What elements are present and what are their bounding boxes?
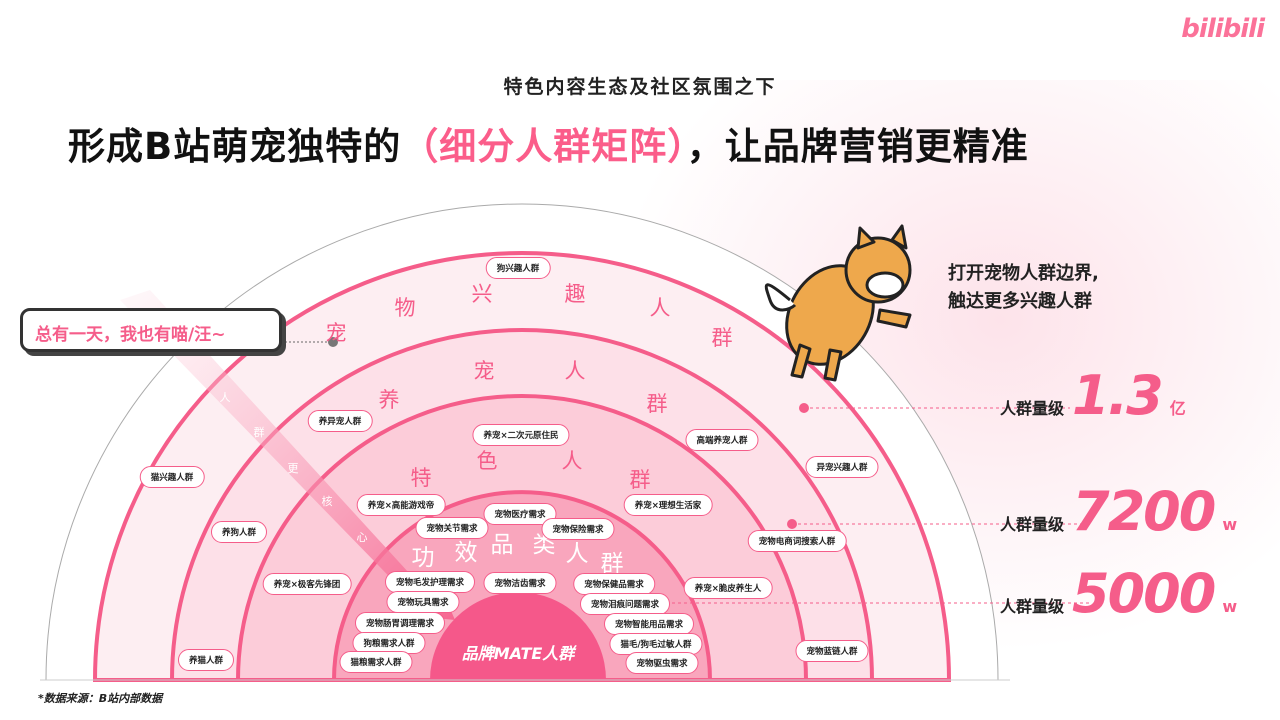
shiba-dog-illustration <box>764 224 912 382</box>
crowd-tag: 养宠×二次元原住民 <box>472 424 570 446</box>
ring-label-char: 群 <box>629 468 651 492</box>
ring-label-char: 人 <box>649 296 671 320</box>
stat-unit: w <box>1222 515 1238 534</box>
ring-label-char: 特 <box>410 466 432 490</box>
crowd-tag: 宠物洁齿需求 <box>483 572 557 594</box>
stat-2: 人群量级 7200 w <box>1000 480 1237 543</box>
caption-line: 打开宠物人群边界, <box>948 263 1099 284</box>
crowd-tag: 宠物关节需求 <box>415 517 489 539</box>
ring-label-char: 功 <box>411 545 435 571</box>
data-source-note: *数据来源：B站内部数据 <box>38 692 163 705</box>
crowd-tag: 宠物保健品需求 <box>573 573 655 595</box>
stat-value: 1.3 <box>1072 364 1164 427</box>
crowd-tag: 猫兴趣人群 <box>139 466 205 488</box>
caption-line: 触达更多兴趣人群 <box>948 291 1092 312</box>
ring-label-char: 品 <box>490 532 514 558</box>
stat-1: 人群量级 1.3 亿 <box>1000 364 1186 427</box>
crowd-tag: 养宠×高能游戏帝 <box>356 494 446 516</box>
speech-bubble: 总有一天，我也有喵/汪~ <box>20 308 282 352</box>
stat-dot-1 <box>799 403 809 413</box>
title-part: ，让品牌营销更精准 <box>686 125 1029 168</box>
crowd-tag: 养宠×极客先锋团 <box>262 573 352 595</box>
ring-label-char: 宠 <box>473 359 495 383</box>
ring-label-char: 效 <box>454 540 478 566</box>
title-highlight: （细分人群矩阵） <box>401 125 687 168</box>
stat-value: 5000 <box>1072 562 1216 625</box>
crowd-tag: 养狗人群 <box>210 521 268 543</box>
ring-label-char: 人 <box>561 449 583 473</box>
core-circle <box>430 592 606 680</box>
stat-unit: 亿 <box>1169 399 1186 418</box>
arrow-label-char: 心 <box>356 531 368 544</box>
page-title: 形成B站萌宠独特的（细分人群矩阵），让品牌营销更精准 <box>68 116 1029 170</box>
crowd-tag: 养异宠人群 <box>307 410 373 432</box>
crowd-tag: 养宠×理想生活家 <box>623 494 713 516</box>
bubble-dot <box>328 337 338 347</box>
crowd-tag: 宠物肠胃调理需求 <box>354 612 446 634</box>
ring-label-char: 物 <box>394 296 416 320</box>
ring-label-char: 人 <box>565 541 589 567</box>
ring-label-char: 养 <box>378 388 400 412</box>
crowd-tag: 高端养宠人群 <box>685 429 759 451</box>
ring-label-char: 群 <box>646 392 668 416</box>
arrow-label-char: 更 <box>287 462 299 475</box>
ring-label-char: 群 <box>600 551 624 577</box>
crowd-tag: 宠物泪痕问题需求 <box>579 593 671 615</box>
core-label: 品牌MATE人群 <box>461 644 575 663</box>
dog-caption: 打开宠物人群边界, 触达更多兴趣人群 <box>948 260 1099 316</box>
crowd-tag: 狗兴趣人群 <box>485 257 551 279</box>
crowd-tag: 宠物蓝链人群 <box>795 640 869 662</box>
crowd-tag: 宠物驱虫需求 <box>625 652 699 674</box>
arrow-label-char: 核 <box>321 495 333 508</box>
stat-3: 人群量级 5000 w <box>1000 562 1237 625</box>
ring-label-char: 兴 <box>471 282 493 306</box>
ring-label-char: 宠 <box>325 321 347 345</box>
crowd-tag: 宠物毛发护理需求 <box>384 571 476 593</box>
crowd-tag: 宠物玩具需求 <box>386 591 460 613</box>
crowd-tag: 宠物保险需求 <box>541 518 615 540</box>
ring-label-char: 人 <box>564 359 586 383</box>
crowd-tag: 宠物智能用品需求 <box>603 613 695 635</box>
arrow-label-char: 人 <box>219 391 231 404</box>
crowd-tag: 养猫人群 <box>177 649 235 671</box>
crowd-tag: 猫粮需求人群 <box>339 651 413 673</box>
crowd-tag: 养宠×脆皮养生人 <box>683 577 773 599</box>
ring-label-char: 群 <box>711 326 733 350</box>
crowd-tag: 宠物医疗需求 <box>483 503 557 525</box>
ring-label-char: 趣 <box>564 282 586 306</box>
crowd-tag: 异宠兴趣人群 <box>805 456 879 478</box>
bilibili-logo: bilibili <box>1181 14 1265 44</box>
crowd-tag: 宠物电商词搜索人群 <box>747 530 847 552</box>
core-arrow <box>120 290 455 620</box>
title-part: 形成B站萌宠独特的 <box>68 125 402 168</box>
stat-unit: w <box>1222 597 1238 616</box>
stat-label: 人群量级 <box>1000 399 1065 418</box>
subtitle: 特色内容生态及社区氛围之下 <box>503 76 777 98</box>
ring-label-char: 色 <box>476 449 498 473</box>
stat-dot-2 <box>787 519 797 529</box>
arrow-label-char: 群 <box>253 426 265 439</box>
stat-label: 人群量级 <box>1000 515 1065 534</box>
stat-label: 人群量级 <box>1000 597 1065 616</box>
stat-value: 7200 <box>1072 480 1216 543</box>
